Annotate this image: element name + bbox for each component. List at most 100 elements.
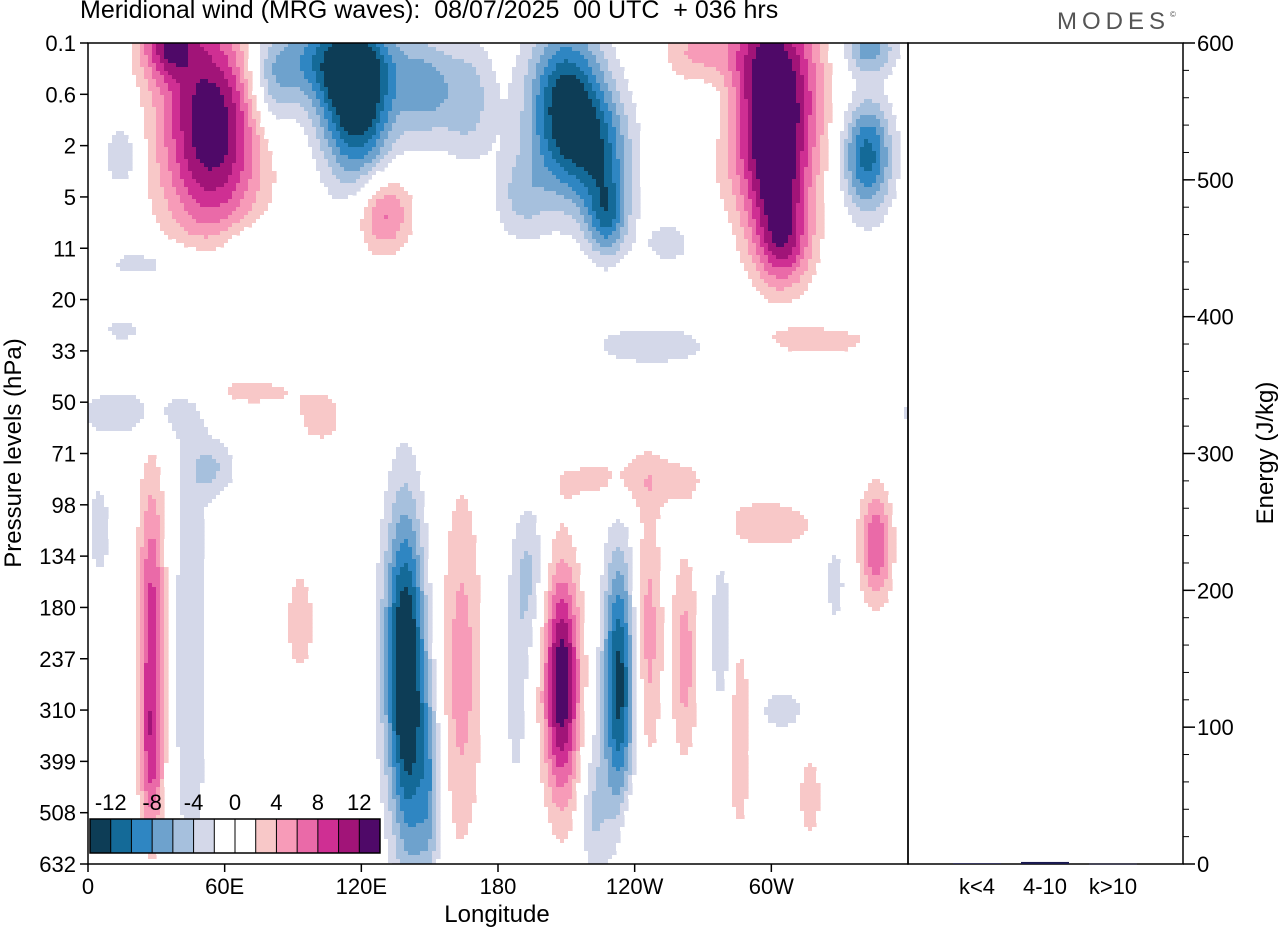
heatmap-cell: [884, 219, 889, 224]
heatmap-cell: [732, 231, 745, 236]
heatmap-cell: [600, 119, 605, 124]
heatmap-cell: [312, 163, 317, 168]
heatmap-cell: [380, 603, 389, 608]
heatmap-cell: [868, 507, 885, 512]
heatmap-cell: [308, 111, 317, 116]
heatmap-cell: [736, 527, 809, 532]
heatmap-cell: [580, 643, 585, 648]
heatmap-cell: [664, 55, 669, 60]
heatmap-cell: [324, 55, 377, 60]
heatmap-cell: [428, 599, 433, 604]
heatmap-cell: [692, 655, 697, 660]
heatmap-cell: [108, 523, 113, 528]
heatmap-cell: [592, 71, 605, 76]
heatmap-cell: [372, 223, 401, 228]
heatmap-cell: [840, 143, 845, 148]
heatmap-cell: [740, 251, 749, 256]
heatmap-cell: [628, 659, 633, 664]
heatmap-cell: [428, 571, 433, 576]
heatmap-cell: [168, 155, 177, 160]
heatmap-cell: [320, 67, 381, 72]
heatmap-cell: [644, 247, 653, 252]
heatmap-cell: [244, 87, 249, 92]
heatmap-cell: [316, 75, 325, 80]
heatmap-cell: [852, 83, 857, 88]
heatmap-cell: [884, 87, 889, 92]
heatmap-cell: [260, 179, 277, 184]
heatmap-cell: [408, 563, 417, 568]
heatmap-cell: [144, 543, 149, 548]
heatmap-cell: [452, 159, 497, 164]
heatmap-cell: [656, 223, 677, 228]
heatmap-cell: [332, 171, 369, 176]
heatmap-cell: [424, 611, 429, 616]
heatmap-cell: [732, 531, 737, 536]
heatmap-cell: [644, 631, 657, 636]
heatmap-cell: [520, 587, 533, 592]
heatmap-cell: [728, 219, 741, 224]
heatmap-cell: [840, 579, 845, 584]
heatmap-cell: [816, 203, 825, 208]
heatmap-cell: [800, 239, 809, 244]
heatmap-cell: [260, 215, 265, 220]
heatmap-cell: [88, 539, 93, 544]
heatmap-cell: [524, 79, 533, 84]
heatmap-cell: [740, 83, 745, 88]
heatmap-cell: [164, 599, 169, 604]
heatmap-cell: [608, 87, 617, 92]
heatmap-cell: [188, 163, 205, 168]
heatmap-cell: [252, 115, 261, 120]
heatmap-cell: [824, 183, 829, 188]
heatmap-cell: [736, 663, 745, 668]
heatmap-cell: [744, 159, 749, 164]
heatmap-cell: [544, 87, 553, 92]
heatmap-cell: [144, 559, 157, 564]
heatmap-cell: [92, 507, 109, 512]
heatmap-cell: [576, 631, 581, 636]
heatmap-cell: [816, 219, 825, 224]
heatmap-cell: [860, 51, 881, 56]
heatmap-cell: [228, 119, 237, 124]
heatmap-cell: [732, 71, 741, 76]
heatmap-cell: [616, 55, 621, 60]
heatmap-cell: [892, 159, 901, 164]
heatmap-cell: [372, 651, 377, 656]
heatmap-cell: [568, 607, 573, 612]
heatmap-cell: [396, 563, 405, 568]
heatmap-cell: [456, 507, 469, 512]
heatmap-cell: [584, 647, 589, 652]
heatmap-cell: [624, 183, 633, 188]
heatmap-cell: [392, 455, 397, 460]
heatmap-cell: [604, 159, 613, 164]
heatmap-cell: [396, 115, 481, 120]
heatmap-cell: [476, 563, 481, 568]
heatmap-cell: [808, 283, 813, 288]
heatmap-cell: [620, 655, 625, 660]
heatmap-cell: [176, 139, 185, 144]
heatmap-cell: [136, 647, 141, 652]
heatmap-cell: [324, 131, 333, 136]
heatmap-cell: [632, 607, 637, 612]
heatmap-cell: [308, 147, 313, 152]
heatmap-cell: [256, 199, 273, 204]
heatmap-cell: [248, 103, 253, 108]
heatmap-cell: [116, 335, 129, 340]
heatmap-cell: [180, 111, 193, 116]
heatmap-cell: [552, 547, 577, 552]
heatmap-cell: [628, 219, 637, 224]
heatmap-cell: [864, 559, 869, 564]
heatmap-cell: [536, 123, 545, 128]
heatmap-cell: [292, 599, 309, 604]
heatmap-cell: [420, 595, 425, 600]
heatmap-cell: [316, 127, 325, 132]
heatmap-cell: [264, 59, 277, 64]
heatmap-cell: [204, 567, 209, 572]
heatmap-cell: [496, 159, 517, 164]
heatmap-cell: [180, 555, 205, 560]
heatmap-cell: [380, 527, 389, 532]
heatmap-cell: [556, 627, 569, 632]
heatmap-cell: [452, 619, 469, 624]
heatmap-cell: [892, 175, 901, 180]
heatmap-cell: [148, 155, 157, 160]
heatmap-cell: [604, 659, 609, 664]
